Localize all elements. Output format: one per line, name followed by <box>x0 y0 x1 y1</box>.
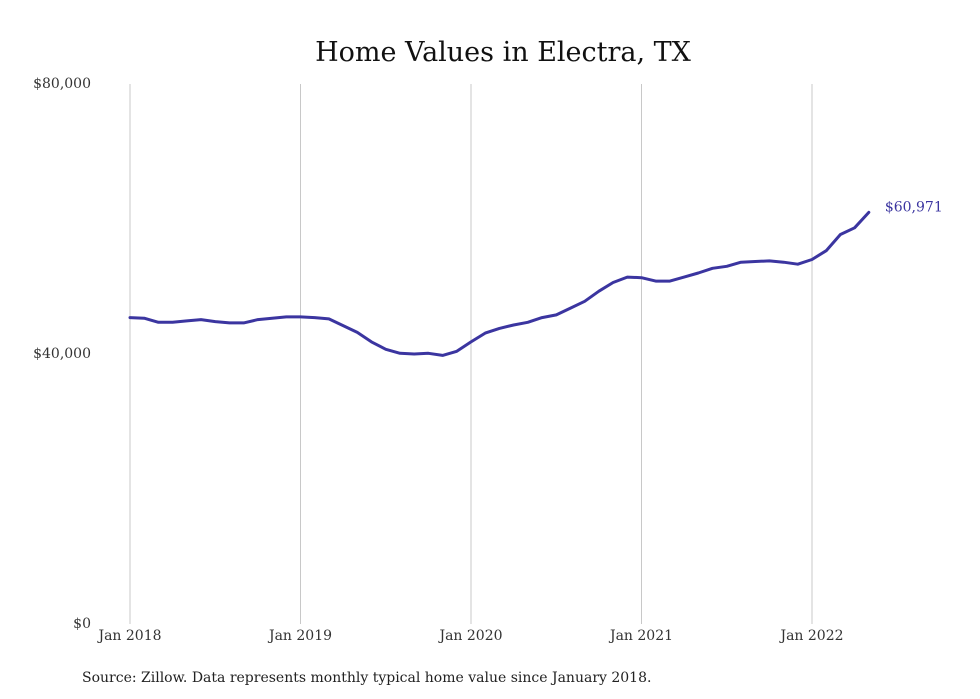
x-tick-label: Jan 2020 <box>437 628 502 644</box>
x-tick-label: Jan 2018 <box>96 628 161 644</box>
y-tick-label: $80,000 <box>33 76 91 92</box>
gridlines <box>129 84 813 624</box>
x-tick-label: Jan 2021 <box>608 628 673 644</box>
end-value-label: $60,971 <box>885 199 943 215</box>
annotation-layer: $60,971 <box>885 199 943 215</box>
y-axis-tick-labels: $0 $40,000 $80,000 <box>33 76 91 632</box>
source-note: Source: Zillow. Data represents monthly … <box>82 670 651 686</box>
y-tick-label: $0 <box>73 616 91 632</box>
series-layer <box>128 210 871 357</box>
x-axis-tick-labels: Jan 2018 Jan 2019 Jan 2020 Jan 2021 Jan 2022 <box>96 628 843 644</box>
chart-title: Home Values in Electra, TX <box>315 37 692 68</box>
series-line <box>128 210 871 357</box>
x-tick-label: Jan 2019 <box>267 628 332 644</box>
x-tick-label: Jan 2022 <box>778 628 843 644</box>
y-tick-label: $40,000 <box>33 346 91 362</box>
